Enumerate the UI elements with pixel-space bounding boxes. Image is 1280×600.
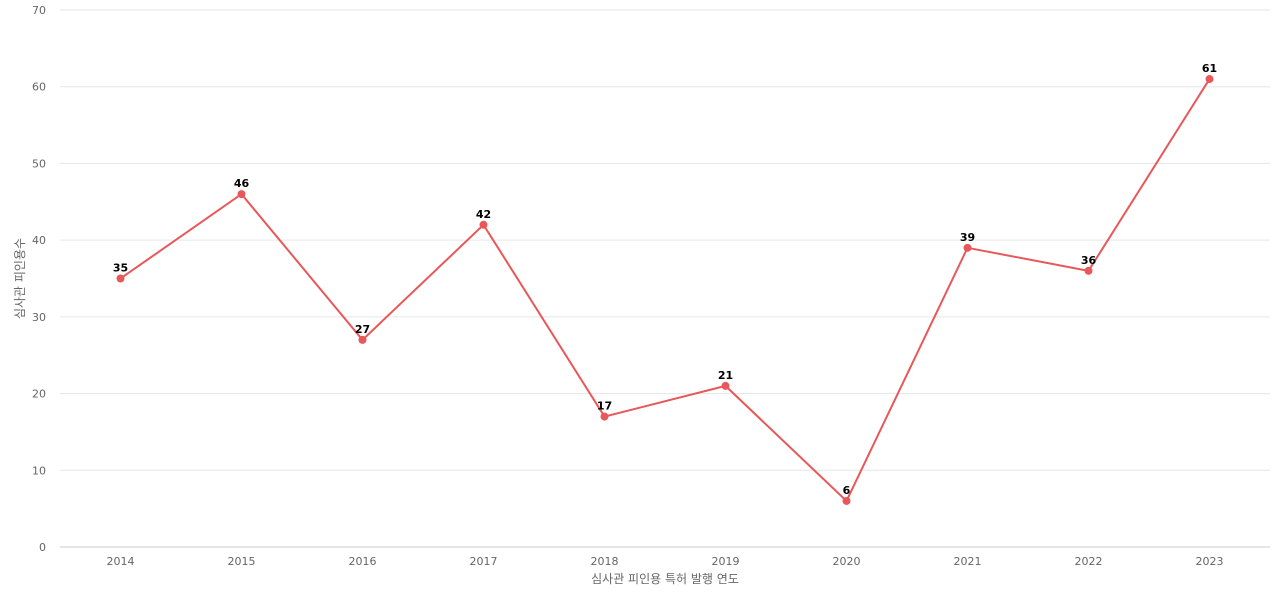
data-label: 61 [1202, 62, 1217, 75]
data-label: 6 [843, 484, 851, 497]
gridlines [60, 9, 1270, 548]
data-point[interactable] [1084, 266, 1093, 275]
data-label: 35 [113, 262, 128, 275]
y-tick-label: 10 [32, 464, 46, 477]
x-tick-label: 2016 [349, 555, 377, 568]
y-axis-ticks: 0 10 20 30 40 50 60 70 [32, 4, 46, 554]
x-tick-label: 2015 [228, 555, 256, 568]
y-tick-label: 20 [32, 388, 46, 401]
data-label: 27 [355, 323, 370, 336]
x-axis-ticks: 2014 2015 2016 2017 2018 2019 2020 2021 2022 2023 [107, 555, 1224, 568]
data-labels: 35 46 27 42 17 21 6 39 36 61 [113, 62, 1217, 497]
x-tick-label: 2018 [591, 555, 619, 568]
series [116, 75, 1214, 505]
y-tick-label: 30 [32, 311, 46, 324]
data-point[interactable] [479, 220, 488, 229]
data-point[interactable] [237, 190, 246, 199]
data-point[interactable] [963, 243, 972, 252]
x-tick-label: 2017 [470, 555, 498, 568]
data-point[interactable] [600, 412, 609, 421]
data-point[interactable] [116, 274, 125, 283]
series-line [119, 78, 1211, 503]
y-tick-label: 0 [39, 541, 46, 554]
data-point[interactable] [842, 496, 851, 505]
data-point[interactable] [1205, 75, 1214, 84]
data-point[interactable] [358, 335, 367, 344]
data-label: 46 [234, 177, 250, 190]
data-label: 42 [476, 208, 491, 221]
y-axis-title: 심사관 피인용수 [13, 238, 27, 319]
x-tick-label: 2019 [712, 555, 740, 568]
x-tick-label: 2021 [954, 555, 982, 568]
data-label: 39 [960, 231, 975, 244]
data-label: 36 [1081, 254, 1097, 267]
y-tick-label: 50 [32, 157, 46, 170]
x-tick-label: 2014 [107, 555, 135, 568]
y-tick-label: 40 [32, 234, 46, 247]
y-tick-label: 60 [32, 81, 46, 94]
x-axis-title: 심사관 피인용 특허 발행 연도 [591, 571, 739, 586]
x-tick-label: 2022 [1075, 555, 1103, 568]
x-tick-label: 2023 [1196, 555, 1224, 568]
data-point[interactable] [721, 381, 730, 390]
y-tick-label: 70 [32, 4, 46, 17]
x-tick-label: 2020 [833, 555, 861, 568]
data-label: 17 [597, 400, 612, 413]
data-label: 21 [718, 369, 733, 382]
